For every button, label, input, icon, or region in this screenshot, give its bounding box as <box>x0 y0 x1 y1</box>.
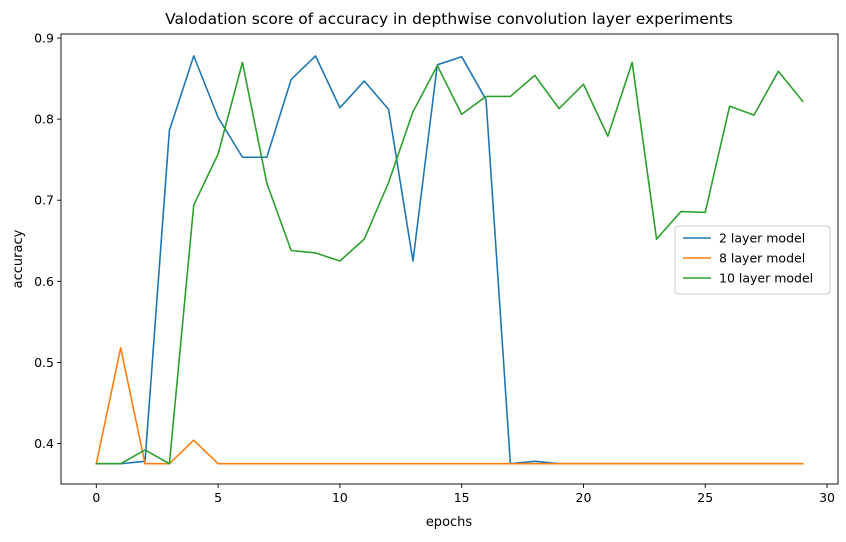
plot-frame <box>60 33 839 485</box>
series-line-2 <box>95 61 804 465</box>
series-line-1 <box>95 346 804 465</box>
legend-box <box>674 225 831 295</box>
series-layer <box>95 55 804 465</box>
y-tick-label: 0.8 <box>34 112 54 127</box>
y-axis-label: accuracy <box>11 229 26 288</box>
x-tick-label: 0 <box>92 490 100 505</box>
x-tick-label: 25 <box>697 490 713 505</box>
legend-label-2: 10 layer model <box>719 271 813 286</box>
x-tick-label: 5 <box>214 490 222 505</box>
x-axis-label: epochs <box>426 515 473 530</box>
x-tick-label: 20 <box>576 490 592 505</box>
x-tick-label: 30 <box>819 490 835 505</box>
legend: 2 layer model 8 layer model 10 layer model <box>674 225 831 295</box>
x-tick-label: 15 <box>454 490 470 505</box>
y-tick-label: 0.4 <box>34 436 54 451</box>
y-tick-label: 0.7 <box>34 193 54 208</box>
legend-label-1: 8 layer model <box>719 251 805 266</box>
legend-label-0: 2 layer model <box>719 231 805 246</box>
y-tick-label: 0.5 <box>34 355 54 370</box>
y-tick-label: 0.9 <box>34 31 54 46</box>
axes-layer: 0 5 10 15 20 25 30 0.4 0.5 0.6 0.7 0.8 0.9 <box>34 31 839 505</box>
y-tick-label: 0.6 <box>34 274 54 289</box>
x-tick-label: 10 <box>332 490 348 505</box>
chart-title: Valodation score of accuracy in depthwis… <box>165 10 733 28</box>
